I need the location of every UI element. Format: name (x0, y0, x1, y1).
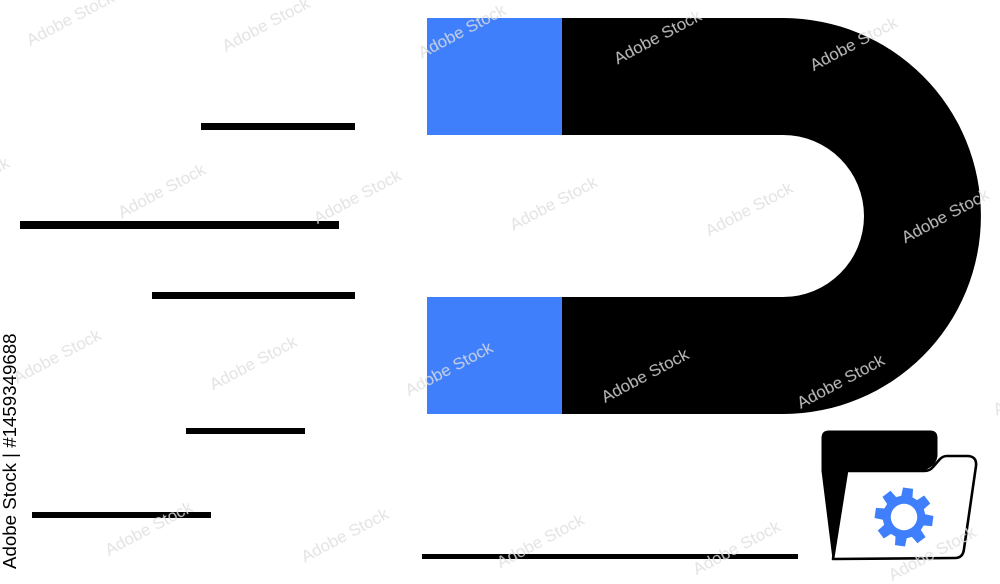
svg-text:Adobe Stock | #1459349688: Adobe Stock | #1459349688 (0, 333, 20, 569)
